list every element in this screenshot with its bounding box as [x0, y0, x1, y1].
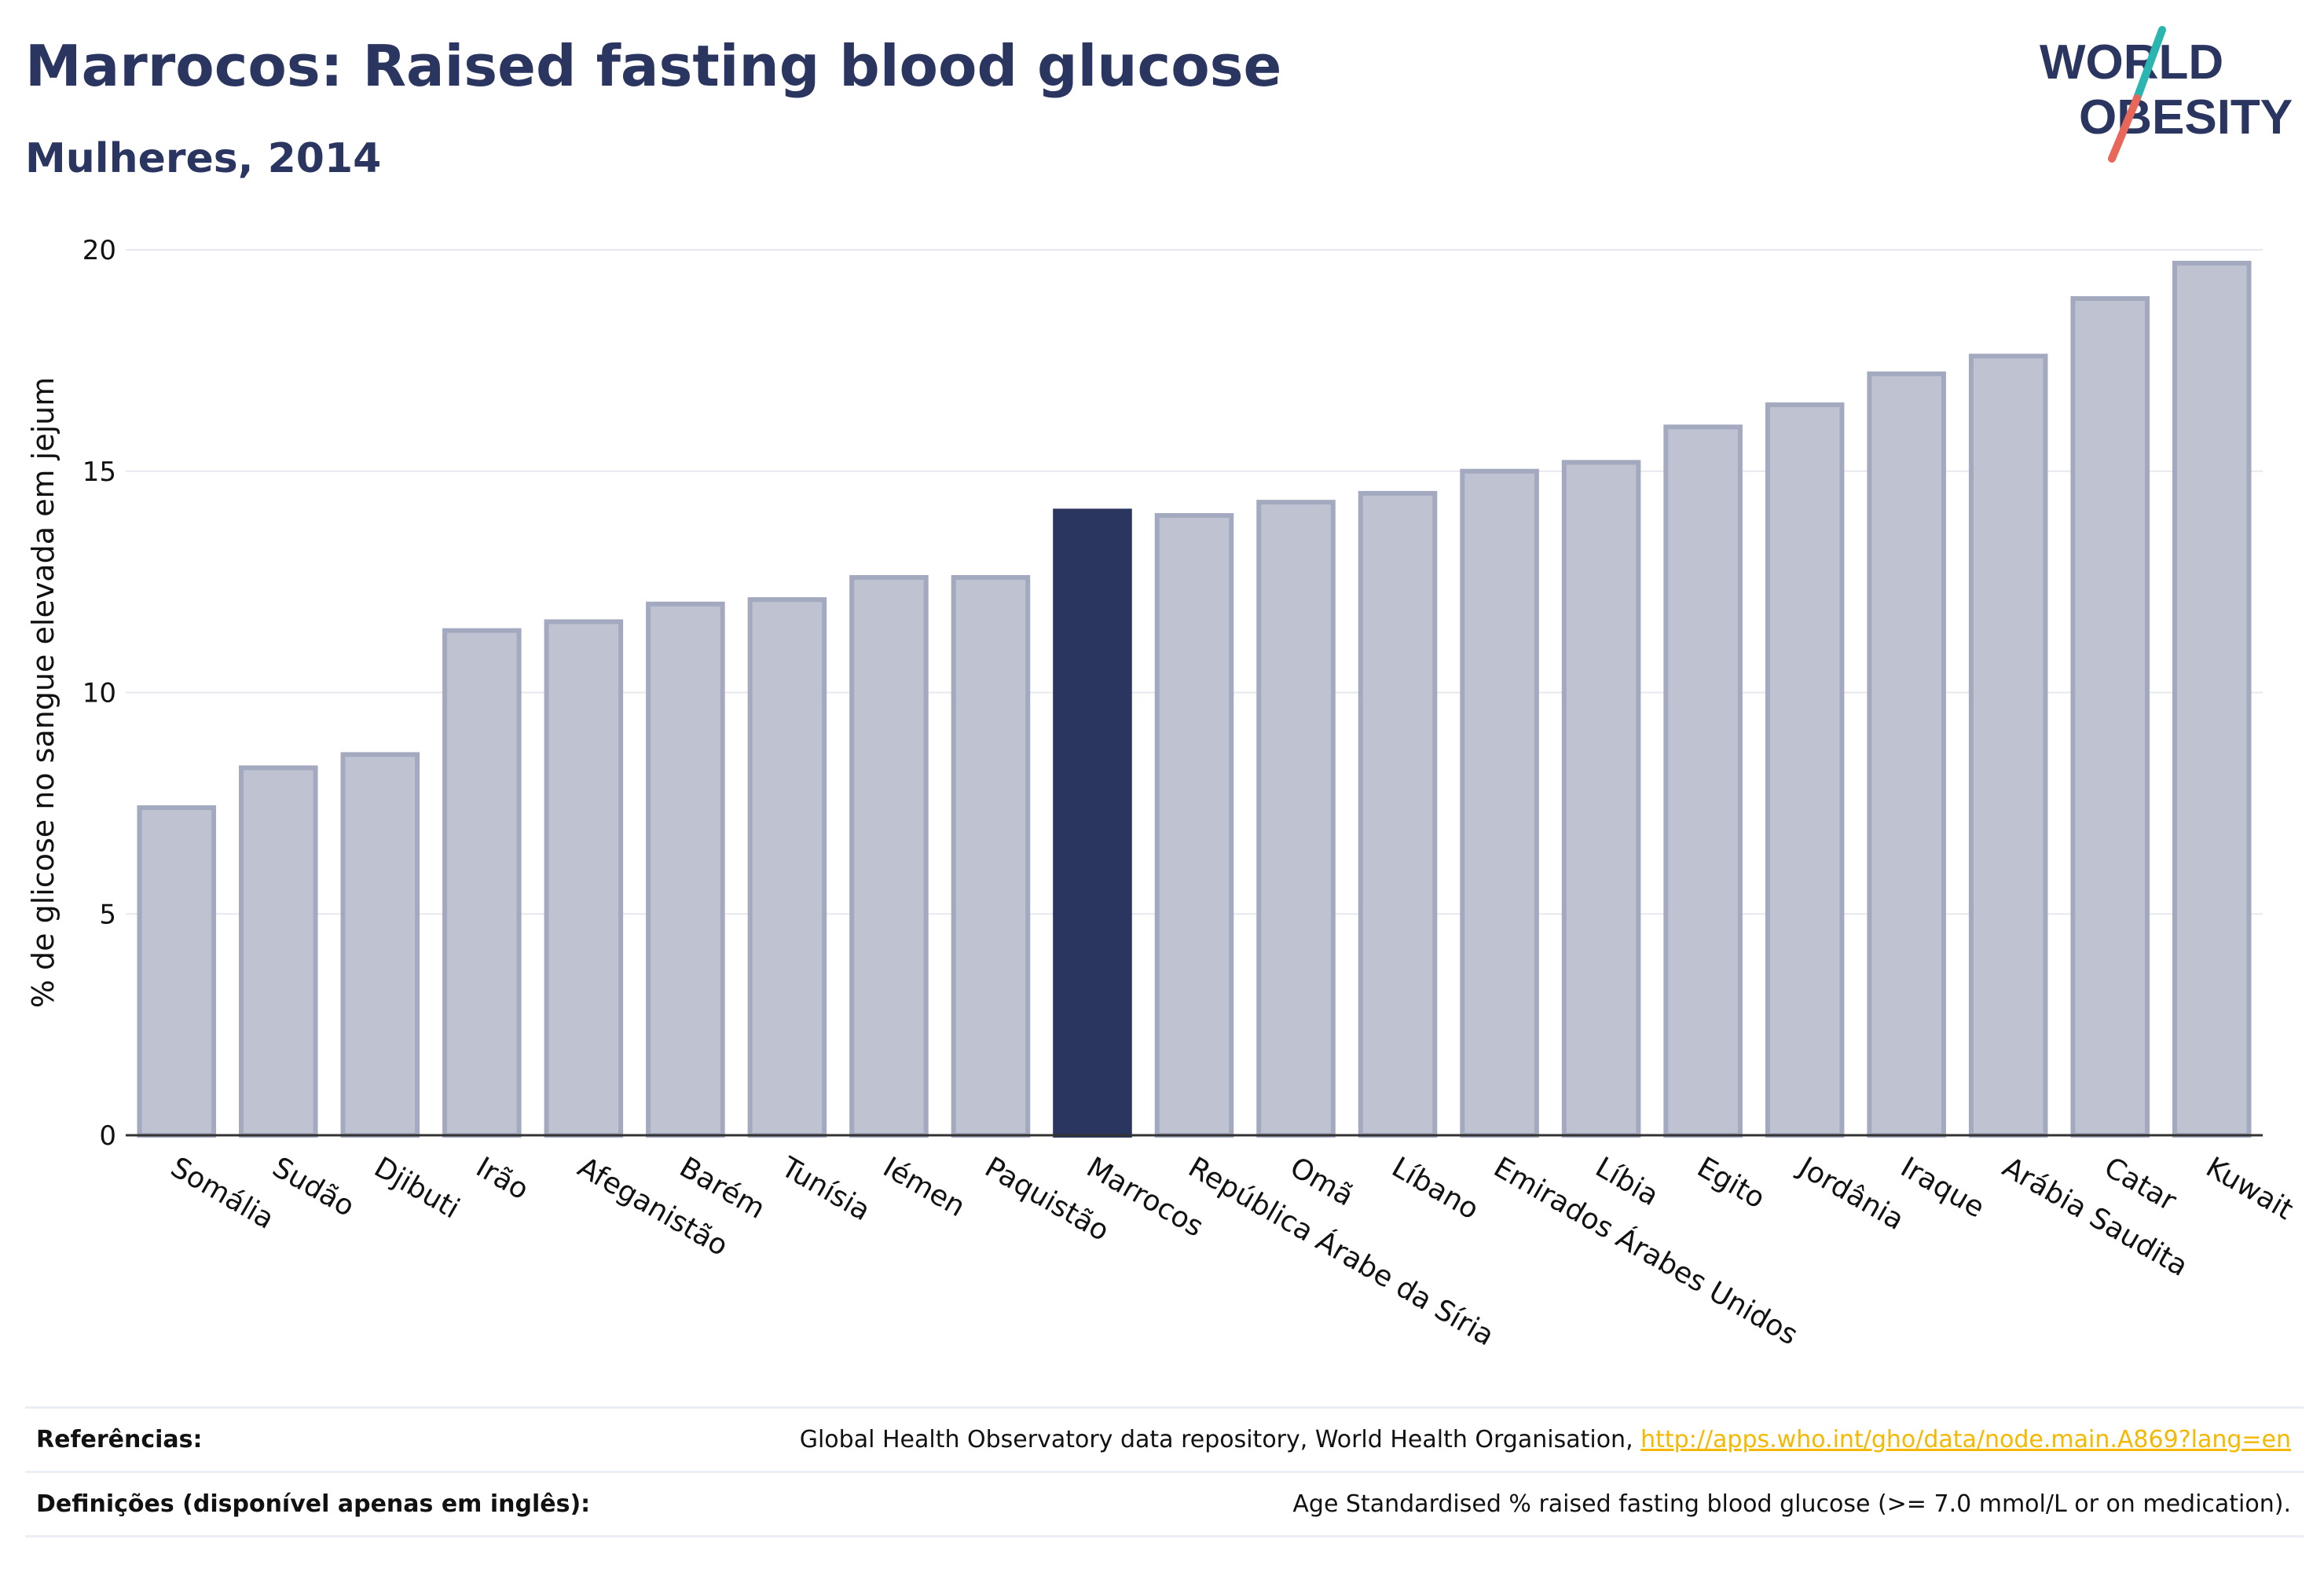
y-tick-label: 0	[99, 1120, 116, 1152]
x-tick-label: Somália	[165, 1151, 279, 1236]
logo-line-1: WORLD	[2040, 35, 2223, 90]
x-tick-label: Jordânia	[1792, 1150, 1909, 1237]
definitions-label: Definições (disponível apenas em inglês)…	[36, 1490, 591, 1518]
y-tick-label: 5	[99, 899, 116, 930]
bar	[340, 752, 420, 1138]
y-axis-label: % de glicose no sangue elevada em jejum	[26, 377, 60, 1008]
bar	[1256, 500, 1336, 1138]
y-tick-label: 20	[82, 235, 116, 266]
x-tick-label: Irão	[471, 1151, 534, 1206]
bar	[1561, 460, 1641, 1138]
bar	[1154, 513, 1234, 1138]
bar	[1968, 354, 2048, 1138]
world-obesity-logo: WORLD OBESITY	[2040, 26, 2293, 163]
x-tick-label: Tunísia	[775, 1151, 876, 1227]
bar	[646, 601, 725, 1138]
bar	[239, 765, 318, 1138]
bars	[137, 260, 2252, 1138]
bar	[2172, 260, 2252, 1138]
x-tick-label: Sudão	[267, 1151, 360, 1223]
x-tick-label: Djibuti	[368, 1151, 464, 1225]
logo-slash-bottom	[2108, 94, 2141, 163]
references-link[interactable]: http://apps.who.int/gho/data/node.main.A…	[1640, 1426, 2291, 1453]
y-tick-label: 10	[82, 678, 116, 709]
bar	[2070, 295, 2150, 1138]
references-value: Global Health Observatory data repositor…	[800, 1426, 2291, 1453]
y-tick-labels: 0 5 10 15 20	[82, 235, 116, 1152]
chart-subtitle: Mulheres, 2014	[25, 135, 382, 182]
bar	[1358, 490, 1438, 1138]
references-text: Global Health Observatory data repositor…	[799, 1426, 1641, 1453]
x-tick-label: Iraque	[1895, 1151, 1989, 1224]
footer-definitions-row: Definições (disponível apenas em inglês)…	[25, 1471, 2304, 1538]
x-tick-label: Egito	[1692, 1151, 1770, 1215]
chart-title: Marrocos: Raised fasting blood glucose	[25, 33, 1282, 99]
bar	[1663, 424, 1743, 1138]
footer: Referências: Global Health Observatory d…	[25, 1406, 2304, 1540]
x-tick-label: Arábia Saudita	[1997, 1151, 2194, 1283]
x-tick-label: Omã	[1285, 1151, 1359, 1212]
references-label: Referências:	[36, 1426, 203, 1453]
bar	[1765, 402, 1845, 1138]
bar-highlight	[1053, 508, 1132, 1138]
bar	[951, 574, 1031, 1138]
bar	[1460, 468, 1539, 1138]
x-tick-label: Líbano	[1387, 1151, 1484, 1226]
bar	[442, 628, 522, 1138]
footer-bottom-rule	[25, 1535, 2304, 1538]
x-tick-label: Iémen	[878, 1151, 970, 1223]
bar	[849, 574, 929, 1138]
bar	[1867, 371, 1946, 1138]
y-tick-label: 15	[82, 456, 116, 488]
bar	[747, 597, 827, 1138]
definitions-text: Age Standardised % raised fasting blood …	[1292, 1490, 2291, 1518]
x-tick-label: Kuwait	[2201, 1151, 2299, 1226]
x-tick-label: Líbia	[1590, 1151, 1664, 1212]
footer-references-row: Referências: Global Health Observatory d…	[25, 1406, 2304, 1473]
bar	[137, 805, 217, 1138]
logo-line-2: OBESITY	[2079, 90, 2293, 145]
logo-slash-top	[2133, 26, 2166, 102]
bar	[544, 619, 624, 1138]
